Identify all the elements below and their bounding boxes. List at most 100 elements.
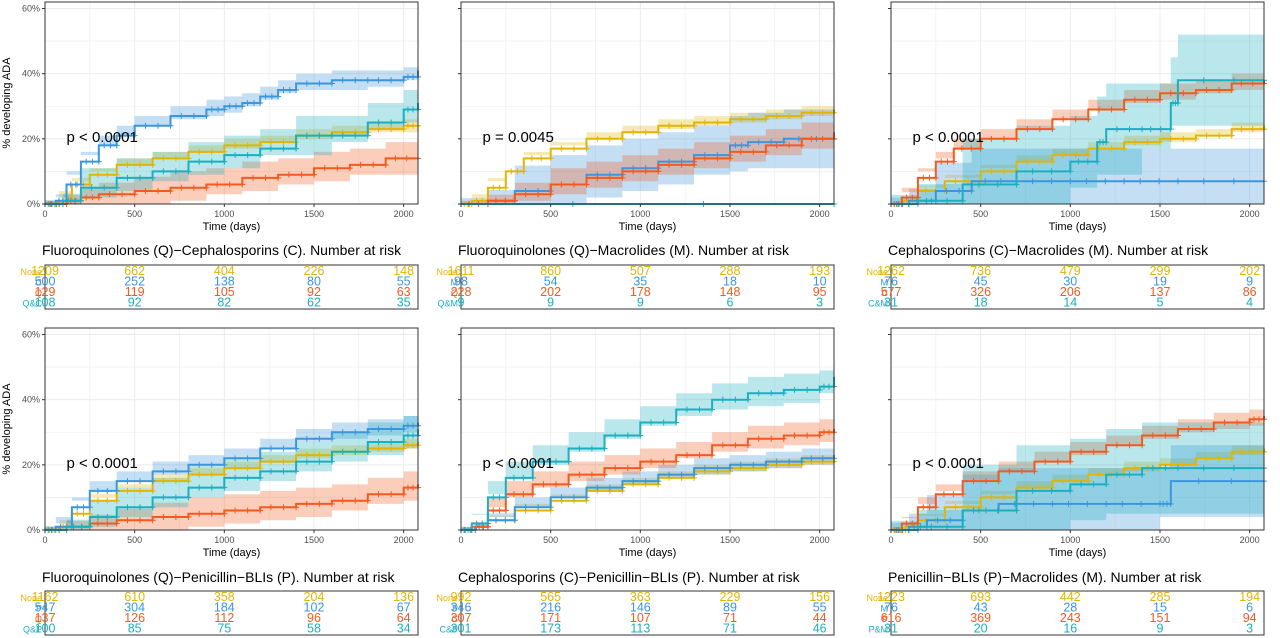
risk-count: 363 [630,590,651,604]
censor-mark [965,178,972,185]
censor-mark [226,103,233,110]
risk-count: 82 [217,296,231,310]
censor-mark [696,406,703,413]
risk-count: 9 [637,296,644,310]
risk-count: 1209 [31,264,59,278]
censor-mark [732,442,739,449]
censor-mark [370,161,377,168]
censor-mark [1102,178,1109,185]
censor-mark [172,513,179,520]
censor-mark [1156,178,1163,185]
censor-mark [737,461,744,468]
censor-mark [1078,481,1085,488]
censor-mark [995,478,1002,485]
censor-mark [982,178,989,185]
censor-mark [1200,77,1207,84]
censor-mark [648,458,655,465]
censor-mark [994,181,1001,188]
risk-row-label: C [452,614,459,624]
risk-table-border [44,590,419,636]
censor-mark [1029,168,1036,175]
risk-count: 202 [1239,264,1260,278]
censor-mark [94,487,101,494]
censor-mark [95,194,102,201]
censor-mark [484,520,491,527]
risk-count: 31 [884,296,898,310]
censor-mark [221,106,228,113]
censor-mark [352,132,359,139]
censor-mark [1029,487,1036,494]
plot-border [460,1,835,205]
x-axis-title: Time (days) [203,547,261,559]
censor-mark [624,465,631,472]
censor-mark [388,426,395,432]
censor-mark [576,445,583,452]
risk-row-label: M [451,278,459,288]
km-panel-3: 0 500 1000 1500 2000 Time (days) p < 0.0001 Cep… [866,1,1267,310]
risk-count: 156 [809,590,830,604]
censor-mark [975,507,982,514]
censor-mark [737,148,744,155]
risk-count: 178 [630,285,651,299]
risk-row-label: P&M [868,625,888,635]
censor-mark [167,187,174,194]
censor-mark [364,448,371,455]
censor-mark [612,465,619,472]
censor-mark [275,93,282,100]
risk-count: 500 [35,275,56,289]
censor-mark [149,161,156,168]
censor-mark [113,184,120,191]
risk-table-border [890,590,1265,636]
censor-mark [588,445,595,452]
censor-mark [160,494,167,501]
censor-mark [409,484,416,491]
censor-mark [606,135,613,142]
ci-band-q [45,142,418,204]
censor-mark [400,119,407,126]
censor-mark [820,429,827,436]
risk-count: 43 [974,601,988,615]
censor-mark [208,158,215,165]
censor-mark [232,474,239,481]
censor-mark [77,197,84,204]
y-axis-title: % developing ADA [1,383,13,475]
censor-mark [825,383,832,390]
censor-mark [303,80,310,87]
censor-mark [1192,461,1199,468]
censor-mark [804,386,811,393]
censor-mark [244,474,251,481]
censor-mark [403,155,410,162]
censor-mark [89,194,96,201]
censor-mark [570,181,577,188]
censor-mark [316,500,323,507]
censor-mark [1013,507,1020,514]
censor-mark [221,148,228,155]
censor-mark [737,116,744,123]
censor-mark [1084,158,1091,165]
censor-mark [1234,419,1241,426]
censor-mark [1096,106,1103,113]
ci-band-qp [45,409,418,530]
risk-count: 616 [881,611,902,625]
censor-mark [791,432,798,439]
censor-mark [780,435,787,442]
censor-mark [940,491,947,498]
censor-mark [119,132,126,139]
censor-mark [388,126,395,133]
censor-mark [1049,126,1056,133]
censor-mark [316,452,323,459]
p-value: p < 0.0001 [67,129,138,146]
censor-mark [1167,90,1174,97]
censor-mark [583,145,590,152]
censor-mark [404,106,411,113]
censor-mark [1249,448,1256,455]
censor-mark [968,187,975,194]
risk-count: 285 [1150,590,1171,604]
censor-mark [1108,106,1115,113]
censor-mark [364,429,371,436]
risk-row-label: M [881,604,889,614]
censor-mark [1067,458,1074,465]
censor-mark [1185,426,1192,432]
ci-band-m [891,445,1264,530]
risk-table-border [44,264,419,310]
